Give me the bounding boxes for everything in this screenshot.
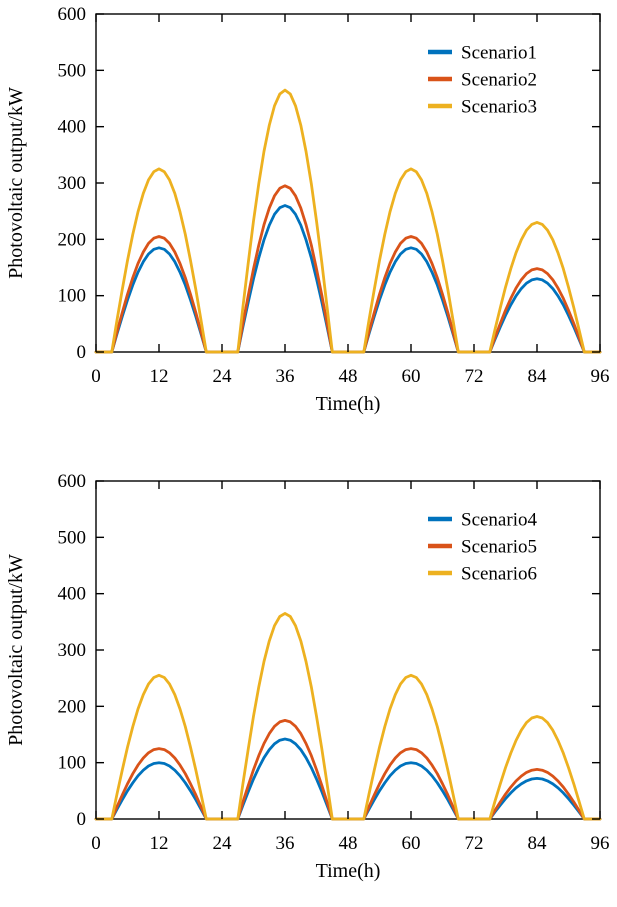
series-line-Scenario4 xyxy=(94,737,602,821)
x-tick-label: 60 xyxy=(402,366,421,387)
x-tick-label: 48 xyxy=(339,833,358,854)
x-tick-label: 36 xyxy=(276,833,295,854)
series-line-Scenario3 xyxy=(94,88,602,354)
y-tick-label: 300 xyxy=(58,173,87,194)
legend-label-Scenario1: Scenario1 xyxy=(461,43,537,64)
x-tick-label: 60 xyxy=(402,833,421,854)
y-tick-label: 0 xyxy=(77,342,87,363)
y-tick-label: 400 xyxy=(58,117,87,138)
x-tick-label: 72 xyxy=(465,366,484,387)
series-line-Scenario5 xyxy=(94,718,602,821)
x-tick-label: 24 xyxy=(213,366,233,387)
x-tick-label: 96 xyxy=(591,833,610,854)
y-tick-label: 0 xyxy=(77,809,87,830)
pv-chart-scenarios-1-3-svg: 0 12 24 36 48 60 72 84 96 0 100 200 300 400 500 600 Time… xyxy=(5,4,610,415)
y-tick-label: 500 xyxy=(58,60,87,81)
y-tick-label: 100 xyxy=(58,286,87,307)
legend-label-Scenario5: Scenario5 xyxy=(461,537,537,558)
x-tick-label: 84 xyxy=(528,833,548,854)
y-tick-label: 100 xyxy=(58,753,87,774)
pv-chart-scenarios-1-3: 0 12 24 36 48 60 72 84 96 0 100 200 300 400 500 600 Time… xyxy=(0,0,617,440)
y-axis-label: Photovoltaic output/kW xyxy=(5,554,27,746)
legend-label-Scenario6: Scenario6 xyxy=(461,564,537,585)
y-tick-label: 200 xyxy=(58,229,87,250)
legend-label-Scenario3: Scenario3 xyxy=(461,97,537,118)
y-tick-label: 600 xyxy=(58,4,87,25)
x-tick-label: 84 xyxy=(528,366,548,387)
x-tick-label: 96 xyxy=(591,366,610,387)
y-tick-label: 400 xyxy=(58,584,87,605)
y-tick-label: 500 xyxy=(58,527,87,548)
x-tick-label: 36 xyxy=(276,366,295,387)
legend-label-Scenario4: Scenario4 xyxy=(461,510,537,531)
x-tick-label: 24 xyxy=(213,833,233,854)
legend-label-Scenario2: Scenario2 xyxy=(461,70,537,91)
x-tick-label: 48 xyxy=(339,366,358,387)
y-axis-label: Photovoltaic output/kW xyxy=(5,87,27,279)
x-axis-label: Time(h) xyxy=(316,860,381,882)
series-line-Scenario6 xyxy=(94,611,602,821)
pv-chart-scenarios-4-6: 0 12 24 36 48 60 72 84 96 0 100 200 300 400 500 600 Time… xyxy=(0,467,617,907)
x-tick-label: 72 xyxy=(465,833,484,854)
series-line-Scenario1 xyxy=(94,204,602,354)
x-tick-label: 0 xyxy=(91,833,101,854)
x-axis-label: Time(h) xyxy=(316,393,381,415)
x-tick-label: 12 xyxy=(150,833,169,854)
series-line-Scenario2 xyxy=(94,184,602,354)
y-tick-label: 200 xyxy=(58,696,87,717)
y-tick-label: 600 xyxy=(58,471,87,492)
x-tick-label: 12 xyxy=(150,366,169,387)
y-tick-label: 300 xyxy=(58,640,87,661)
pv-chart-scenarios-4-6-svg: 0 12 24 36 48 60 72 84 96 0 100 200 300 400 500 600 Time… xyxy=(5,471,610,882)
x-tick-label: 0 xyxy=(91,366,101,387)
